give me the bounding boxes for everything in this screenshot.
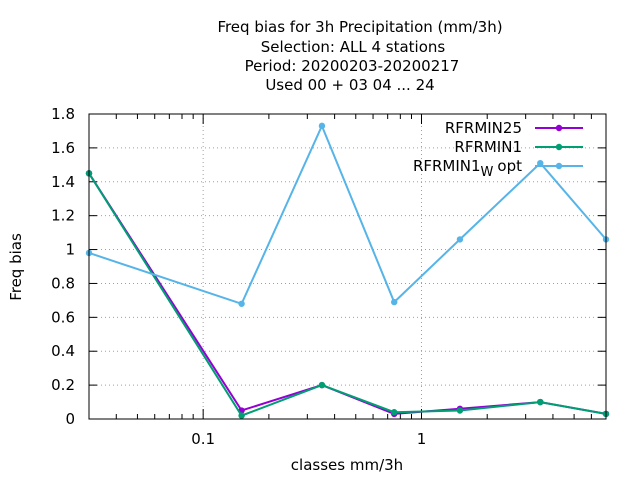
title-line-1: Freq bias for 3h Precipitation (mm/3h) [217,18,502,36]
grid [89,114,606,419]
series-line-0 [88,172,607,415]
title-line-2: Selection: ALL 4 stations [261,38,446,56]
y-tick-label: 0.6 [51,308,75,326]
y-tick-label: 1.8 [51,105,75,123]
legend-label-rfrmin1: RFRMIN1 [454,138,522,156]
data-point [456,236,464,243]
legend-marker-1 [555,143,563,151]
x-tick-label: 0.1 [191,430,215,448]
y-tick-label: 1.4 [51,173,75,191]
y-tick-label: 1 [65,241,75,259]
data-point [456,407,464,414]
legend-label-base: RFRMIN1 [413,157,481,175]
y-tick-label: 1.2 [51,207,75,225]
series-lines [85,122,610,419]
legend-label-suffix: opt [497,157,522,175]
legend-marker-2 [555,162,563,170]
data-point [318,381,326,389]
data-point [238,412,245,419]
data-point [391,298,398,306]
data-point [318,122,326,130]
legend-label-rfrmin25: RFRMIN25 [445,119,522,137]
y-tick-label: 0.4 [51,342,75,360]
data-point [238,300,245,307]
series-line-2 [88,123,607,306]
y-axis-label: Freq bias [7,233,25,301]
legend-label-subscript: W [481,165,494,180]
y-tick-label: 0 [65,410,75,428]
x-axis-label: classes mm/3h [291,456,403,474]
x-tick-label: 1 [417,430,427,448]
y-tick-label: 1.6 [51,139,75,157]
title-line-4: Used 00 + 03 04 ... 24 [265,76,434,94]
plot-frame [88,113,607,420]
y-tick-label: 0.2 [51,376,75,394]
data-point [537,159,544,167]
legend-label-rfrmin1-w-opt: RFRMIN1W opt [413,157,522,180]
title-line-3: Period: 20200203-20200217 [245,57,460,75]
data-point [391,409,398,416]
chart-title: Freq bias for 3h Precipitation (mm/3h) S… [217,18,502,94]
y-tick-label: 0.8 [51,274,75,292]
data-point [537,398,544,406]
axis-ticks: 0 0.2 0.4 0.6 0.8 1 1.2 1.4 1.6 1.8 0.1 1 [51,105,606,448]
legend: RFRMIN25 RFRMIN1 RFRMIN1W opt [413,119,583,180]
legend-marker-0 [555,124,563,132]
